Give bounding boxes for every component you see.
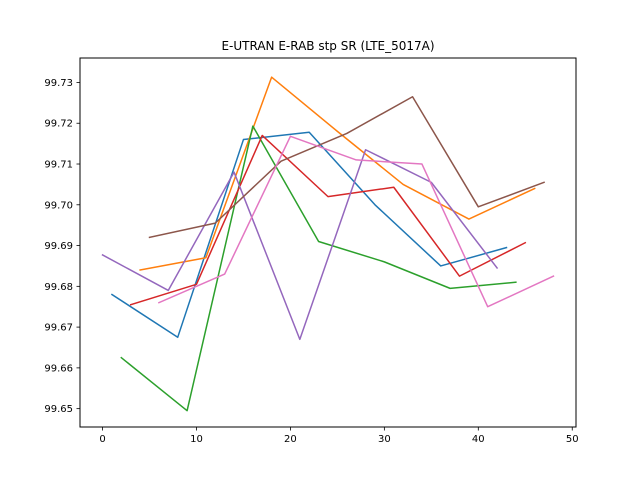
y-tick-label: 99.71 bbox=[44, 160, 73, 171]
series-line-5 bbox=[101, 148, 499, 341]
y-tick-label: 99.72 bbox=[44, 119, 73, 130]
chart-title: E-UTRAN E-RAB stp SR (LTE_5017A) bbox=[221, 39, 434, 53]
y-tick-label: 99.73 bbox=[44, 78, 73, 89]
y-tick-label: 99.68 bbox=[44, 282, 73, 293]
x-tick-label: 20 bbox=[284, 434, 297, 445]
series-layer bbox=[101, 76, 555, 412]
series-line-1 bbox=[110, 131, 508, 339]
x-tick-label: 40 bbox=[472, 434, 485, 445]
y-tick-label: 99.69 bbox=[44, 241, 73, 252]
y-tick-label: 99.70 bbox=[44, 200, 73, 211]
x-tick-label: 50 bbox=[566, 434, 579, 445]
x-axis: 0 10 20 30 40 50 bbox=[99, 427, 579, 445]
plot-frame bbox=[79, 57, 577, 428]
y-axis: 99.65 99.66 99.67 99.68 99.69 99.70 99.71 99.72… bbox=[44, 78, 80, 415]
x-tick-label: 0 bbox=[99, 434, 105, 445]
x-tick-label: 10 bbox=[190, 434, 203, 445]
series-line-6 bbox=[148, 95, 546, 239]
series-line-7 bbox=[157, 135, 555, 308]
series-line-2 bbox=[139, 76, 536, 271]
series-line-3 bbox=[120, 125, 517, 412]
y-tick-label: 99.65 bbox=[44, 404, 73, 415]
y-tick-label: 99.66 bbox=[44, 363, 73, 374]
series-line-4 bbox=[129, 134, 527, 306]
x-tick-label: 30 bbox=[378, 434, 391, 445]
y-tick-label: 99.67 bbox=[44, 323, 73, 334]
